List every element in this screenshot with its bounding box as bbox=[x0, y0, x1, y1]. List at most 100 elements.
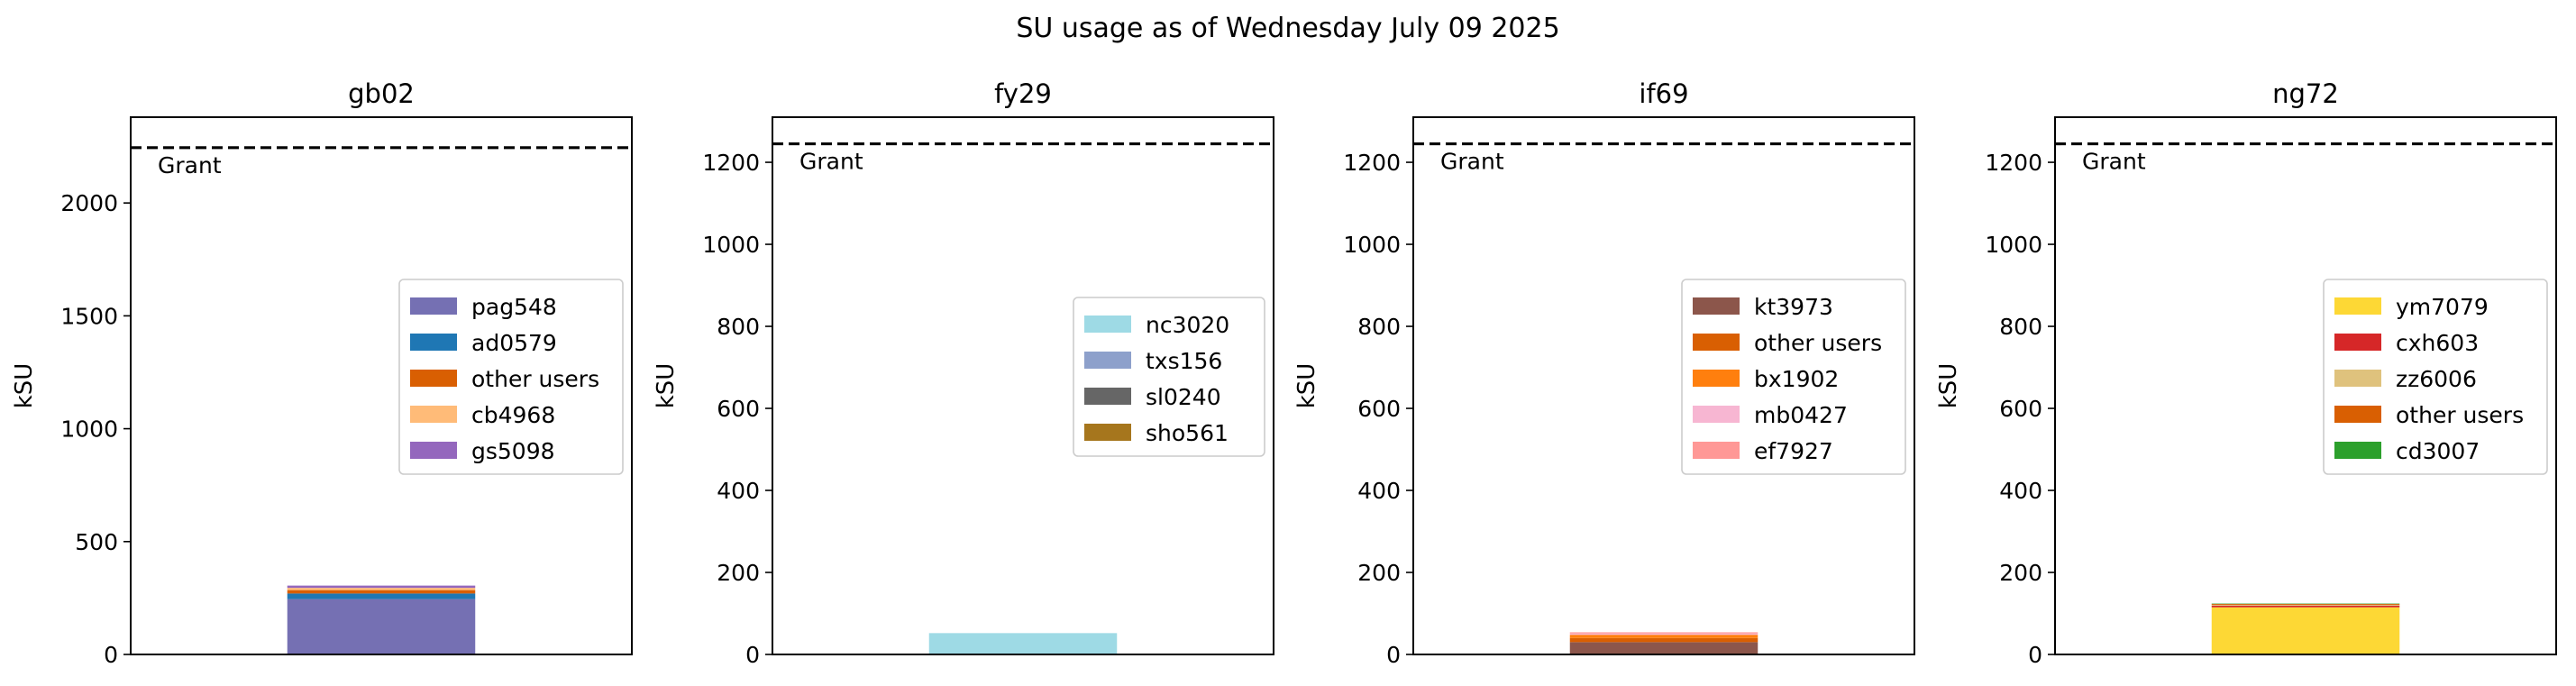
y-tick-label: 0 bbox=[104, 642, 118, 668]
y-tick-label: 0 bbox=[2028, 642, 2042, 668]
y-tick-label: 1000 bbox=[1985, 232, 2042, 258]
legend-box bbox=[398, 279, 624, 475]
legend-label: mb0427 bbox=[1754, 402, 1848, 428]
legend-label: bx1902 bbox=[1754, 366, 1839, 392]
legend-swatch-ef7927 bbox=[1693, 442, 1740, 459]
y-tick-label: 200 bbox=[1357, 560, 1401, 586]
y-tick-label: 200 bbox=[717, 560, 760, 586]
legend-swatch-mb0427 bbox=[1693, 406, 1740, 423]
y-tick-label: 1000 bbox=[60, 416, 118, 443]
grant-label: Grant bbox=[1440, 149, 1504, 175]
legend-box bbox=[1073, 297, 1265, 457]
legend-swatch-sl0240 bbox=[1084, 388, 1131, 405]
subplot-ng72: ng72 Grant 0 200 400 600 800 1000 1200 kSU ym7079 c… bbox=[1935, 78, 2557, 668]
legend-label: zz6006 bbox=[2396, 366, 2477, 392]
y-axis-label: kSU bbox=[11, 363, 38, 409]
axes-frame bbox=[772, 116, 1274, 655]
bar-segment-other-users bbox=[287, 590, 476, 594]
subplot-if69: if69 Grant 0 200 400 600 800 1000 1200 kSU kt3973 o… bbox=[1293, 78, 1915, 668]
subplot-gb02: gb02 Grant 0 500 1000 1500 2000 kSU pag548 ad0579… bbox=[11, 78, 633, 668]
grant-label: Grant bbox=[2082, 149, 2146, 175]
subplot-title: ng72 bbox=[2272, 78, 2339, 109]
bar-segment-nc3020 bbox=[928, 633, 1118, 654]
legend: ym7079 cxh603 zz6006 other users cd3007 bbox=[2323, 279, 2548, 475]
legend-swatch-other-users bbox=[2334, 406, 2381, 423]
legend-swatch-pag548 bbox=[410, 297, 457, 315]
y-tick-label: 200 bbox=[1999, 560, 2042, 586]
subplot-title: if69 bbox=[1639, 78, 1688, 109]
y-tick-label: 800 bbox=[1357, 314, 1401, 340]
plot-area: if69 Grant 0 200 400 600 800 1000 1200 kSU kt3973 o… bbox=[1293, 78, 1915, 668]
bar-segment-cxh603 bbox=[2211, 605, 2400, 608]
legend-swatch-sho561 bbox=[1084, 424, 1131, 441]
legend-label: gs5098 bbox=[471, 438, 555, 464]
legend-swatch-zz6006 bbox=[2334, 370, 2381, 387]
y-tick-label: 1200 bbox=[1985, 150, 2042, 176]
bar-segment-ad0579 bbox=[287, 593, 476, 599]
y-tick-label: 1000 bbox=[702, 232, 760, 258]
legend-label: txs156 bbox=[1146, 348, 1222, 374]
y-axis-label: kSU bbox=[1293, 363, 1320, 409]
legend-label: ef7927 bbox=[1754, 438, 1833, 464]
bar-segment-other-users bbox=[2211, 604, 2400, 605]
grant-label: Grant bbox=[799, 149, 863, 175]
legend-swatch-cxh603 bbox=[2334, 334, 2381, 351]
axes-frame bbox=[2054, 116, 2557, 655]
legend-label: kt3973 bbox=[1754, 294, 1833, 320]
bar-segment-kt3973 bbox=[1569, 642, 1758, 654]
plot-area: gb02 Grant 0 500 1000 1500 2000 kSU pag548 ad0579… bbox=[11, 78, 633, 668]
axes-frame bbox=[130, 116, 633, 655]
legend-swatch-ad0579 bbox=[410, 334, 457, 351]
y-tick-label: 500 bbox=[75, 529, 118, 555]
legend-label: sl0240 bbox=[1146, 384, 1221, 410]
legend-swatch-other-users bbox=[410, 370, 457, 387]
legend-label: pag548 bbox=[471, 294, 557, 320]
legend-label: cb4968 bbox=[471, 402, 555, 428]
y-tick-label: 1500 bbox=[60, 303, 118, 329]
y-axis-label: kSU bbox=[1935, 363, 1962, 409]
figure-title: SU usage as of Wednesday July 09 2025 bbox=[1016, 13, 1560, 44]
bar-segment-bx1902 bbox=[1569, 635, 1758, 638]
y-tick-label: 400 bbox=[717, 478, 760, 504]
plot-area: ng72 Grant 0 200 400 600 800 1000 1200 kSU ym7079 c… bbox=[1935, 78, 2557, 668]
subplot-fy29: fy29 Grant 0 200 400 600 800 1000 1200 kSU nc3020 t… bbox=[653, 78, 1274, 668]
y-tick-label: 1200 bbox=[702, 150, 760, 176]
legend-label: cd3007 bbox=[2396, 438, 2480, 464]
bar-segment-zz6006 bbox=[2211, 604, 2400, 606]
bar-segment-cb4968 bbox=[287, 588, 476, 590]
bar-segment-mb0427 bbox=[1569, 633, 1758, 636]
y-tick-label: 1200 bbox=[1343, 150, 1401, 176]
y-tick-label: 600 bbox=[1357, 396, 1401, 422]
subplot-title: gb02 bbox=[348, 78, 415, 109]
legend-swatch-cd3007 bbox=[2334, 442, 2381, 459]
y-tick-label: 2000 bbox=[60, 190, 118, 216]
bar-segment-ym7079 bbox=[2211, 607, 2400, 654]
grant-label: Grant bbox=[158, 152, 222, 178]
y-tick-label: 400 bbox=[1357, 478, 1401, 504]
y-tick-label: 800 bbox=[1999, 314, 2042, 340]
y-tick-label: 600 bbox=[717, 396, 760, 422]
legend-swatch-bx1902 bbox=[1693, 370, 1740, 387]
plot-area: fy29 Grant 0 200 400 600 800 1000 1200 kSU nc3020 t… bbox=[653, 78, 1274, 668]
legend: kt3973 other users bx1902 mb0427 ef7927 bbox=[1681, 279, 1906, 475]
legend-label: nc3020 bbox=[1146, 312, 1229, 338]
legend-label: ad0579 bbox=[471, 330, 557, 356]
legend-swatch-ym7079 bbox=[2334, 297, 2381, 315]
legend-swatch-other-users bbox=[1693, 334, 1740, 351]
legend-label: other users bbox=[2396, 402, 2524, 428]
y-axis-label: kSU bbox=[653, 363, 680, 409]
legend-box bbox=[2323, 279, 2548, 475]
legend-label: cxh603 bbox=[2396, 330, 2479, 356]
y-tick-label: 400 bbox=[1999, 478, 2042, 504]
legend-label: sho561 bbox=[1146, 420, 1229, 446]
legend-label: other users bbox=[1754, 330, 1882, 356]
legend-label: other users bbox=[471, 366, 599, 392]
legend-swatch-nc3020 bbox=[1084, 316, 1131, 333]
y-tick-label: 1000 bbox=[1343, 232, 1401, 258]
legend: pag548 ad0579 other users cb4968 gs5098 bbox=[398, 279, 624, 475]
y-tick-label: 0 bbox=[1386, 642, 1401, 668]
y-tick-label: 800 bbox=[717, 314, 760, 340]
bar-segment-other-users bbox=[1569, 637, 1758, 643]
bar-segment-pag548 bbox=[287, 599, 476, 654]
